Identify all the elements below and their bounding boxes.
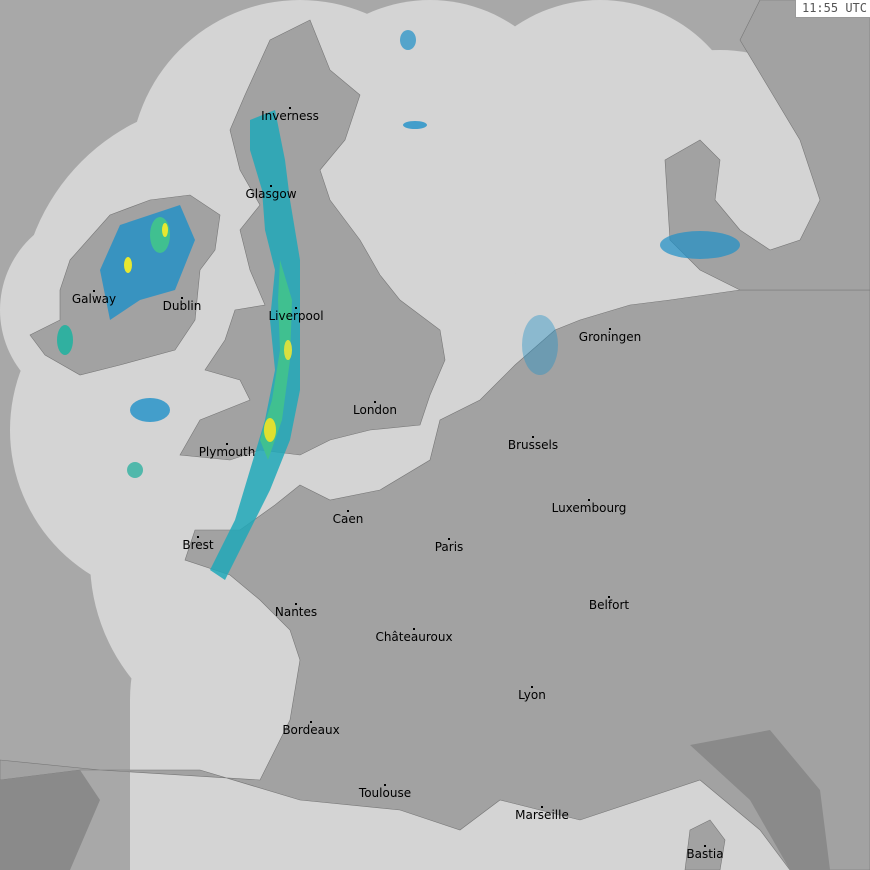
land-denmark-scandinavia [664, 0, 870, 291]
city-dot [374, 401, 376, 403]
city-dot [181, 297, 183, 299]
city-label: Marseille [515, 808, 569, 822]
city-label: Brest [182, 538, 214, 552]
city-dot [295, 307, 297, 309]
precipitation [57, 30, 740, 580]
city-dot [226, 443, 228, 445]
city-label: Glasgow [245, 187, 297, 201]
city-label: Galway [71, 292, 117, 306]
city-dot [384, 784, 386, 786]
city-dot [541, 806, 543, 808]
city-label: Liverpool [268, 309, 324, 323]
city-label: Nantes [274, 605, 318, 619]
city-dot [608, 596, 610, 598]
city-label: Luxembourg [551, 501, 627, 515]
city-dot [588, 499, 590, 501]
city-label: Bordeaux [282, 723, 340, 737]
city-dot [310, 721, 312, 723]
land-continent [0, 289, 870, 870]
city-dot [609, 328, 611, 330]
city-label: Lyon [518, 688, 546, 702]
city-label: Groningen [578, 330, 642, 344]
city-dot [93, 290, 95, 292]
city-label: Inverness [261, 109, 319, 123]
city-dot [532, 436, 534, 438]
city-dot [347, 510, 349, 512]
city-label: Caen [332, 512, 364, 526]
city-label: Châteauroux [375, 630, 453, 644]
city-label: Bastia [686, 847, 724, 861]
timestamp: 11:55 UTC [794, 0, 870, 18]
city-label: Brussels [507, 438, 559, 452]
city-label: Toulouse [358, 786, 412, 800]
city-dot [448, 538, 450, 540]
city-label: Plymouth [198, 445, 256, 459]
city-dot [704, 845, 706, 847]
land-great-britain [179, 19, 446, 461]
city-label: Paris [434, 540, 464, 554]
city-dot [270, 185, 272, 187]
city-label: London [353, 403, 397, 417]
city-dot [289, 107, 291, 109]
land-outside-coverage [0, 730, 830, 870]
city-dot [413, 628, 415, 630]
city-label: Belfort [588, 598, 630, 612]
city-dot [531, 686, 533, 688]
city-dot [197, 536, 199, 538]
city-dot [295, 603, 297, 605]
city-label: Dublin [162, 299, 202, 313]
